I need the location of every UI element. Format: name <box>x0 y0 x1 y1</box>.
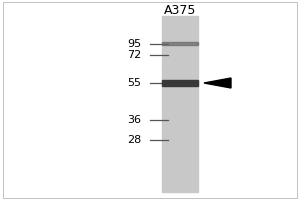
Text: 55: 55 <box>127 78 141 88</box>
Text: A375: A375 <box>164 3 196 17</box>
Text: 72: 72 <box>127 50 141 60</box>
Bar <box>162 80 198 86</box>
Bar <box>162 16 198 192</box>
Text: 28: 28 <box>127 135 141 145</box>
Bar <box>162 42 198 45</box>
Polygon shape <box>204 78 231 88</box>
Text: 95: 95 <box>127 39 141 49</box>
Text: 36: 36 <box>127 115 141 125</box>
